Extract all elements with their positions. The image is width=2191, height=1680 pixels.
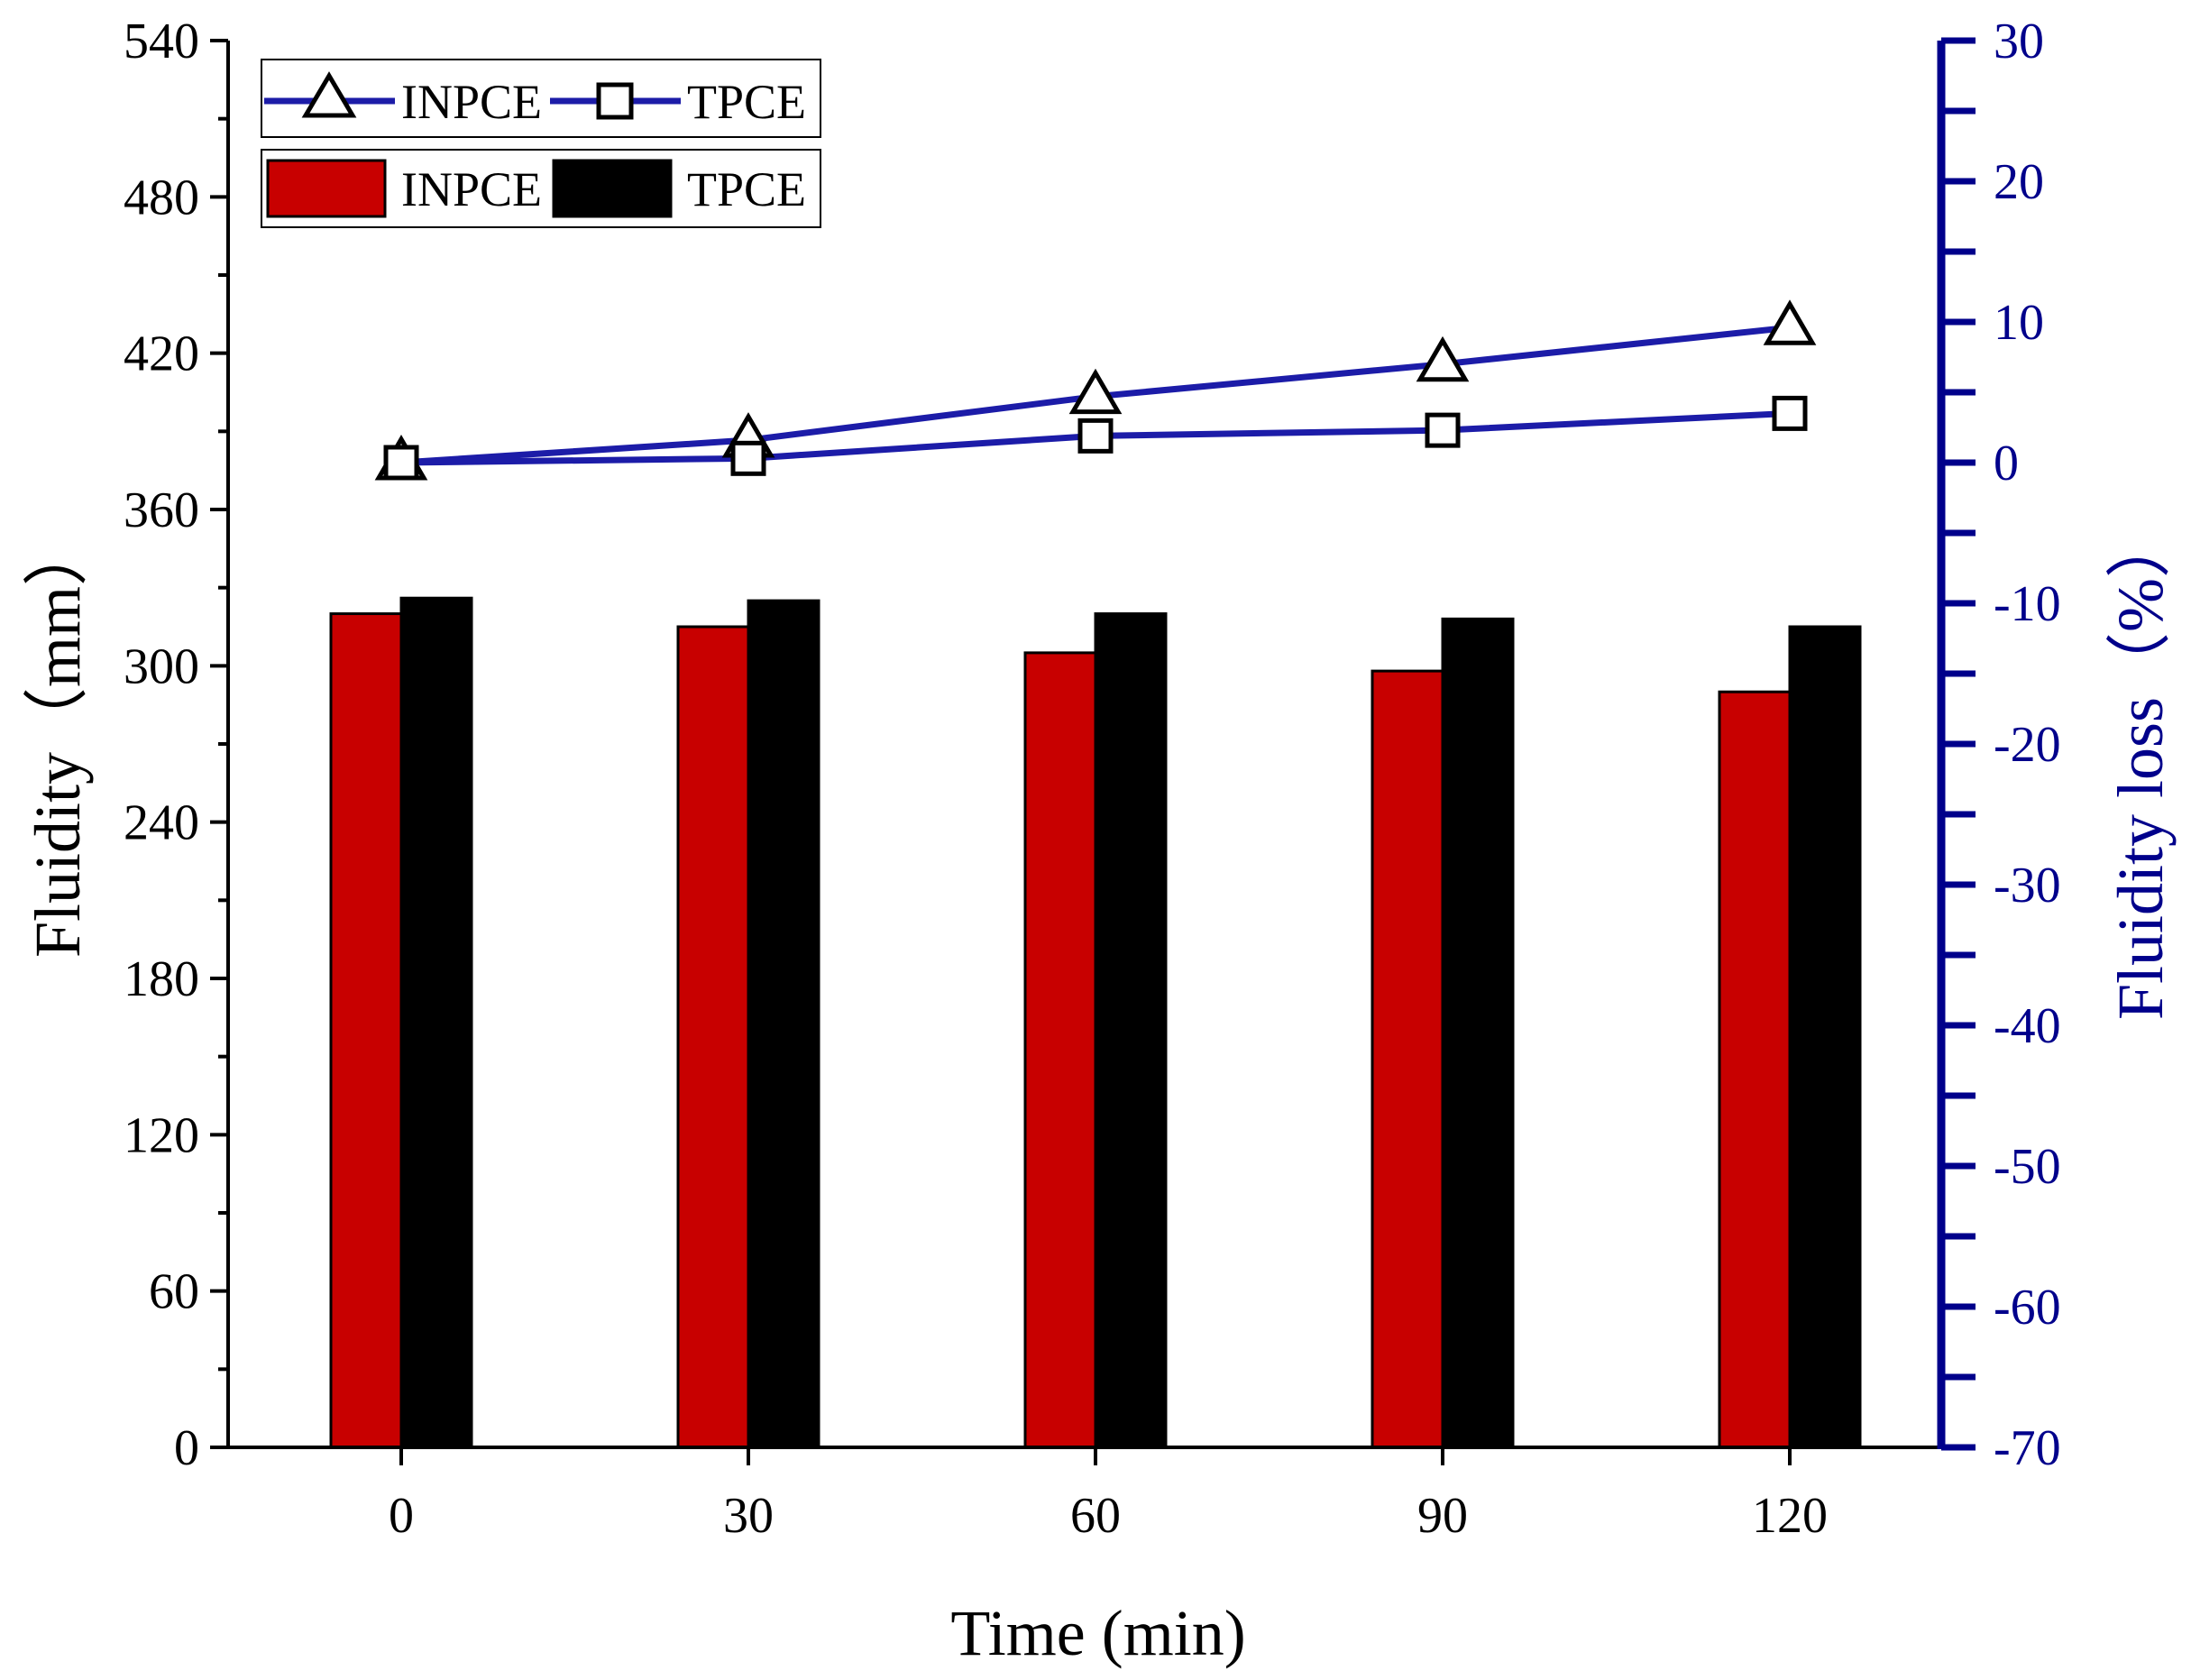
point-inpce-90 [1416, 335, 1470, 382]
x-tick-label: 60 [1070, 1488, 1121, 1544]
bar-tpce-0 [399, 596, 473, 1449]
point-inpce-60 [1068, 368, 1123, 415]
point-inpce-120 [1763, 299, 1817, 345]
y-right-tick-label: 30 [1994, 14, 2044, 69]
bar-tpce-60 [1094, 612, 1168, 1449]
y-tick-label: 180 [124, 951, 199, 1007]
x-tick-label: 0 [389, 1488, 414, 1544]
y-tick-label: 120 [124, 1107, 199, 1163]
point-tpce-0 [383, 445, 419, 481]
y-right-tick-label: -60 [1994, 1280, 2061, 1336]
y-right-tick-label: -10 [1994, 576, 2061, 632]
y-tick-label: 480 [124, 170, 199, 225]
legend-triangle-icon [301, 71, 357, 118]
y-right-tick-label: -30 [1994, 858, 2061, 913]
bars-layer [329, 596, 1862, 1449]
x-axis-title: Time (min) [950, 1597, 1245, 1669]
bar-tpce-90 [1441, 617, 1515, 1449]
y-right-tick-label: -40 [1994, 998, 2061, 1054]
y-right-tick-label: -70 [1994, 1420, 2061, 1476]
legend: INPCE TPCE INPCE TPCE [261, 59, 821, 228]
y-right-tick-label: 0 [1994, 436, 2019, 491]
x-tick-label: 120 [1752, 1488, 1828, 1544]
y-tick-label: 540 [124, 14, 199, 69]
bar-inpce-60 [1023, 651, 1097, 1449]
bar-tpce-30 [747, 599, 820, 1449]
legend-bar-inpce [266, 159, 387, 218]
y-right-tick-label: 10 [1994, 295, 2044, 351]
y-axis-right-title: Fluidity loss（%） [2104, 513, 2177, 1020]
point-tpce-120 [1772, 395, 1808, 431]
legend-bar-label: INPCE [401, 162, 542, 216]
x-tick-label: 90 [1417, 1488, 1468, 1544]
y-axis-title: Fluidity（mm） [22, 521, 94, 958]
y-tick-label: 360 [124, 482, 199, 538]
bar-inpce-0 [329, 612, 403, 1449]
legend-line-label: INPCE [401, 75, 542, 129]
x-tick-label: 30 [723, 1488, 774, 1544]
point-tpce-60 [1077, 418, 1114, 454]
legend-square-icon [596, 82, 634, 120]
lines-layer [374, 299, 1817, 481]
y-right-tick-label: -50 [1994, 1139, 2061, 1195]
y-right-tick-label: -20 [1994, 717, 2061, 773]
y-tick-label: 60 [149, 1264, 199, 1320]
legend-bar-label: TPCE [687, 162, 806, 216]
y-tick-label: 420 [124, 326, 199, 382]
y-right-tick-label: 20 [1994, 154, 2044, 210]
bar-tpce-120 [1788, 625, 1862, 1449]
bar-inpce-90 [1371, 669, 1444, 1449]
bar-inpce-120 [1718, 690, 1792, 1449]
legend-line-label: TPCE [687, 75, 806, 129]
y-tick-label: 300 [124, 638, 199, 694]
point-tpce-30 [730, 440, 766, 476]
y-tick-label: 240 [124, 795, 199, 851]
legend-bar-tpce [552, 159, 673, 218]
point-tpce-90 [1425, 412, 1461, 448]
axes-layer: 060120180240300360420480540-70-60-50-40-… [124, 14, 2061, 1544]
y-tick-label: 0 [174, 1420, 199, 1476]
bar-inpce-30 [676, 625, 750, 1449]
